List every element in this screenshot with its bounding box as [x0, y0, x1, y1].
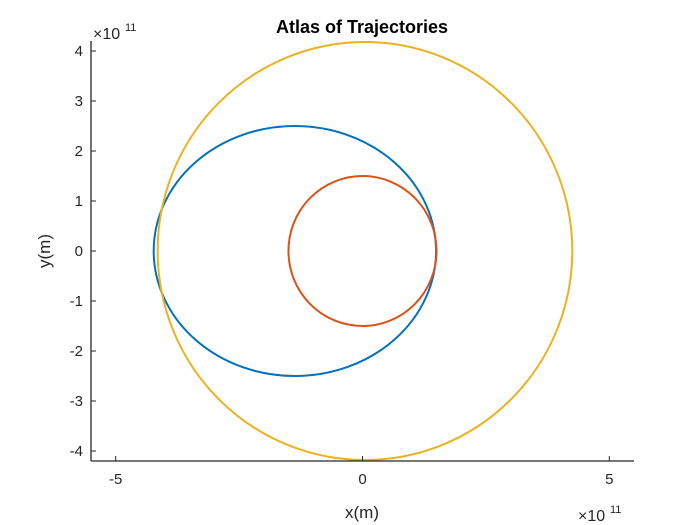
y-tick-label: 1 — [75, 193, 83, 210]
chart-title: Atlas of Trajectories — [276, 17, 448, 37]
y-axis-exponent: ×10 11 — [93, 22, 136, 43]
y-tick-label: -3 — [70, 393, 83, 410]
y-tick-label: -1 — [70, 293, 83, 310]
x-tick-label: 5 — [605, 471, 613, 488]
x-exponent-base: ×10 — [578, 508, 605, 525]
x-axis-exponent: ×10 11 — [578, 504, 621, 525]
y-axis-label: y(m) — [35, 234, 54, 268]
y-exponent-power: 11 — [125, 22, 136, 34]
series-layer — [152, 41, 574, 461]
y-tick-label: 2 — [75, 143, 83, 160]
y-tick-label: 3 — [75, 93, 83, 110]
x-tick-label: 0 — [358, 471, 366, 488]
x-axis-label: x(m) — [345, 503, 379, 522]
x-tick-label: -5 — [109, 471, 122, 488]
y-tick-label: 0 — [75, 243, 83, 260]
trajectory-series-1 — [152, 125, 438, 377]
x-exponent-power: 11 — [610, 504, 621, 516]
axes-layer: -4 -3 -2 -1 0 1 2 3 4 -5 0 5 — [70, 41, 634, 488]
y-tick-label: -2 — [70, 343, 83, 360]
trajectory-series-2 — [287, 175, 438, 327]
y-tick-label: -4 — [70, 443, 83, 460]
y-tick-label: 4 — [75, 43, 83, 60]
trajectory-series-3 — [156, 41, 574, 461]
y-exponent-base: ×10 — [93, 26, 120, 43]
